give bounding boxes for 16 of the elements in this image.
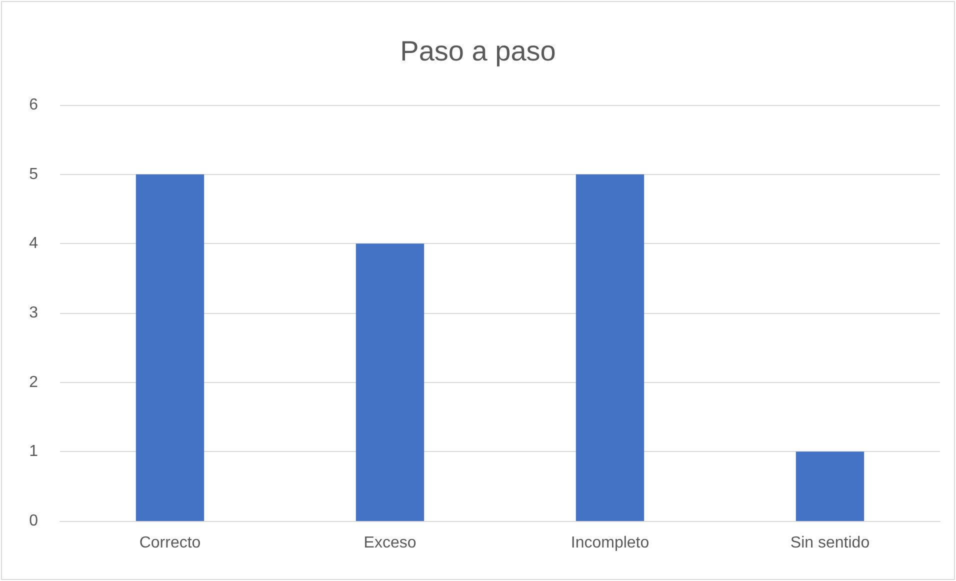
x-tick-label: Exceso xyxy=(364,534,416,552)
x-tick-label: Correcto xyxy=(139,534,201,552)
y-tick-label: 4 xyxy=(29,235,38,252)
bar xyxy=(576,174,644,521)
x-tick-label: Sin sentido xyxy=(790,534,870,552)
y-tick-label: 5 xyxy=(29,166,38,183)
y-tick-label: 2 xyxy=(29,374,38,391)
y-tick-label: 3 xyxy=(29,304,38,322)
bar xyxy=(136,174,204,521)
y-tick-label: 1 xyxy=(29,443,38,460)
y-tick-label: 6 xyxy=(29,96,38,114)
bar xyxy=(356,244,424,521)
bar xyxy=(796,452,864,521)
chart-title: Paso a paso xyxy=(400,36,556,66)
y-tick-label: 0 xyxy=(29,512,38,530)
x-tick-label: Incompleto xyxy=(570,534,650,552)
